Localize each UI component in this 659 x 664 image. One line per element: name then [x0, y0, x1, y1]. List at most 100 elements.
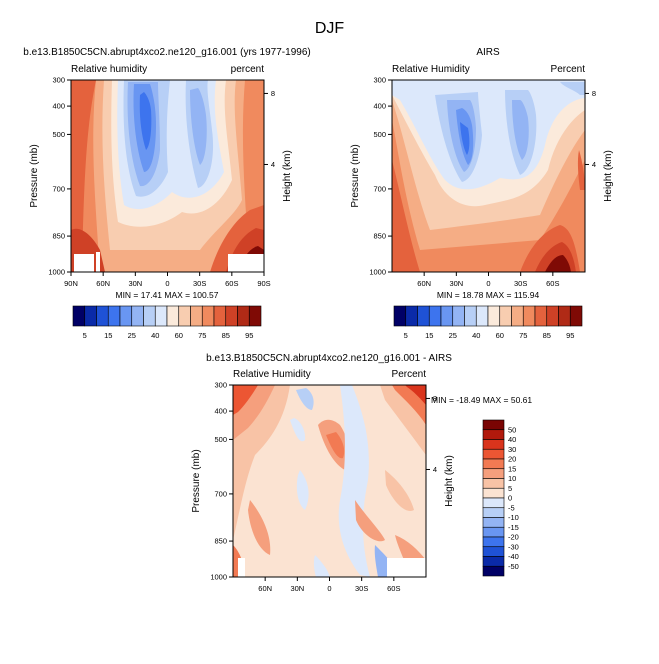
colorbar-box — [248, 305, 262, 327]
contour-fill — [326, 432, 345, 459]
y-tick-label: 400 — [373, 102, 386, 111]
y2-axis-label: Height (km) — [603, 150, 614, 202]
y-axis-label: Pressure (mb) — [29, 144, 40, 207]
y-axis-label: Pressure (mb) — [350, 144, 361, 207]
y2-tick-label: 4 — [433, 465, 437, 474]
colorbar-label: 25 — [128, 331, 136, 340]
colorbar-label: -20 — [508, 533, 519, 542]
y2-tick-label: 4 — [271, 160, 275, 169]
y-tick-label: 1000 — [369, 268, 386, 277]
x-tick-label: 60S — [546, 279, 559, 288]
colorbar-label: 5 — [83, 331, 87, 340]
figure-title: DJF — [315, 20, 345, 37]
colorbar-box — [178, 305, 191, 327]
colorbar-label: 85 — [543, 331, 551, 340]
min-max-label: MIN = 18.78 MAX = 115.94 — [437, 290, 540, 300]
colorbar-label: 40 — [508, 435, 516, 444]
x-tick-label: 90N — [64, 279, 78, 288]
left-string: Relative Humidity — [392, 64, 470, 75]
colorbar-box — [482, 526, 505, 538]
contour-field — [392, 80, 585, 272]
colorbar-box — [482, 478, 505, 489]
colorbar-label: -5 — [508, 503, 515, 512]
x-tick-label: 30S — [514, 279, 527, 288]
colorbar-label: 0 — [508, 494, 512, 503]
colorbar-box — [417, 305, 430, 327]
colorbar-label: -30 — [508, 542, 519, 551]
x-tick-label: 30S — [355, 584, 368, 593]
colorbar-box — [201, 305, 215, 327]
panel-title: b.e13.B1850C5CN.abrupt4xco2.ne120_g16.00… — [23, 47, 310, 58]
y2-axis-label: Height (km) — [444, 455, 455, 507]
colorbar-box — [84, 305, 97, 327]
x-tick-label: 60N — [417, 279, 431, 288]
colorbar-label: -40 — [508, 552, 519, 561]
colorbar-box — [499, 305, 512, 327]
min-max-label: MIN = -18.49 MAX = 50.61 — [431, 395, 532, 405]
colorbar-box — [428, 305, 442, 327]
contour-fill — [577, 150, 585, 190]
missing-data — [228, 254, 264, 272]
right-string: percent — [231, 64, 265, 75]
colorbar-box — [452, 305, 465, 327]
colorbar-box — [393, 305, 407, 327]
colorbar-box — [558, 305, 571, 327]
colorbar: 5 15 25 40 60 75 85 95 — [72, 305, 262, 340]
x-tick-label: 90S — [257, 279, 270, 288]
colorbar-box — [482, 448, 505, 460]
x-tick-label: 60N — [96, 279, 110, 288]
colorbar-box — [522, 305, 536, 327]
left-string: Relative humidity — [71, 64, 147, 75]
missing-data — [238, 558, 245, 577]
right-string: Percent — [551, 64, 586, 75]
contour-field — [233, 385, 426, 577]
y2-tick-label: 8 — [271, 89, 275, 98]
contour-fill — [248, 500, 271, 555]
x-tick-label: 30N — [449, 279, 463, 288]
colorbar-box — [96, 305, 109, 327]
x-tick-label: 60S — [387, 584, 400, 593]
y-axis-label: Pressure (mb) — [191, 449, 202, 512]
colorbar-box — [482, 429, 505, 440]
x-tick-label: 0 — [486, 279, 490, 288]
colorbar-box — [534, 305, 548, 327]
y-tick-label: 700 — [214, 489, 227, 498]
right-string: Percent — [392, 369, 427, 380]
colorbar-label: 95 — [566, 331, 574, 340]
colorbar-label: 85 — [222, 331, 230, 340]
colorbar-box — [213, 305, 227, 327]
panel-airs: AIRS Relative Humidity Percent 300400500… — [350, 47, 614, 340]
colorbar-label: 5 — [404, 331, 408, 340]
colorbar-label: 60 — [496, 331, 504, 340]
contour-fill — [460, 122, 470, 155]
colorbar-label: 15 — [104, 331, 112, 340]
colorbar-box — [482, 565, 505, 577]
y-tick-label: 500 — [52, 130, 65, 139]
y-tick-label: 850 — [214, 537, 227, 546]
y-tick-label: 500 — [214, 435, 227, 444]
panel-difference: b.e13.B1850C5CN.abrupt4xco2.ne120_g16.00… — [191, 353, 532, 593]
x-tick-label: 30N — [290, 584, 304, 593]
y-tick-label: 850 — [373, 232, 386, 241]
colorbar-box — [405, 305, 418, 327]
colorbar-box — [225, 305, 238, 327]
contour-fill — [512, 100, 529, 160]
colorbar-box — [440, 305, 454, 327]
y-tick-label: 300 — [52, 76, 65, 85]
y2-tick-label: 8 — [433, 394, 437, 403]
axes: 300 400 500 700 850 1000 8 4 60N 30N 0 30S 60S Pressu… — [191, 381, 455, 594]
colorbar-box — [487, 305, 501, 327]
colorbar-label: 75 — [519, 331, 527, 340]
colorbar-label: 95 — [245, 331, 253, 340]
contour-fill — [545, 255, 571, 272]
min-max-label: MIN = 17.41 MAX = 100.57 — [115, 290, 218, 300]
colorbar-label: 40 — [472, 331, 480, 340]
colorbar-box — [154, 305, 168, 327]
x-tick-label: 30N — [128, 279, 142, 288]
x-tick-label: 30S — [193, 279, 206, 288]
colorbar-box — [482, 497, 505, 509]
missing-data — [387, 558, 426, 577]
colorbar-box — [482, 439, 505, 450]
